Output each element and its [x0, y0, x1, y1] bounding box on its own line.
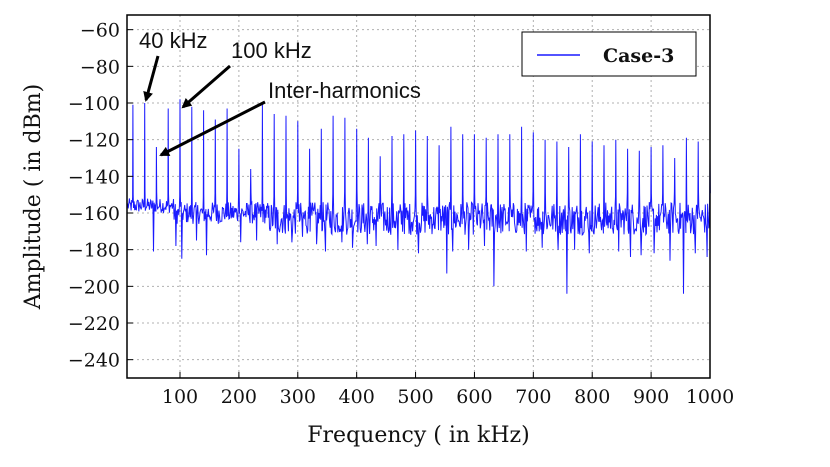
legend: Case-3	[521, 31, 697, 77]
legend-box	[521, 31, 697, 77]
y-tick-label: −220	[68, 313, 120, 335]
annotation-arrow	[181, 64, 231, 109]
annotation-arrow	[143, 55, 160, 102]
y-tick-label: −120	[68, 130, 120, 152]
y-tick-label: −180	[68, 240, 120, 262]
x-tick-label: 300	[280, 386, 316, 408]
y-tick-label: −160	[68, 203, 120, 225]
legend-label: Case-3	[603, 45, 674, 67]
x-tick-label: 400	[339, 386, 375, 408]
annotation-label: 100 kHz	[231, 38, 312, 63]
x-tick-label: 800	[574, 386, 610, 408]
x-tick-label: 900	[633, 386, 669, 408]
x-tick-label: 600	[456, 386, 492, 408]
series-layer	[127, 99, 711, 294]
annotation-layer: 40 kHz 100 kHz Inter-harmonics	[139, 28, 421, 157]
ticks-layer: 100 200 300 400 500 600 700 800 900 1000 −60 −80 −10…	[68, 20, 734, 408]
y-tick-label: −80	[80, 56, 120, 78]
y-tick-label: −100	[68, 93, 120, 115]
x-tick-label: 500	[397, 386, 433, 408]
y-tick-label: −140	[68, 166, 120, 188]
x-tick-label: 1000	[686, 386, 734, 408]
y-tick-label: −240	[68, 350, 120, 372]
annotation-arrow	[159, 100, 266, 157]
y-tick-label: −60	[80, 20, 120, 42]
x-tick-label: 100	[162, 386, 198, 408]
x-tick-label: 700	[515, 386, 551, 408]
plot-frame	[126, 14, 711, 379]
x-axis-title: Frequency ( in kHz)	[307, 423, 529, 448]
y-tick-label: −200	[68, 276, 120, 298]
y-axis-title: Amplitude ( in dBm)	[21, 84, 46, 310]
x-tick-label: 200	[221, 386, 257, 408]
annotation-label: 40 kHz	[139, 28, 207, 53]
series-line-case-3	[127, 99, 711, 294]
annotation-label: Inter-harmonics	[268, 78, 421, 103]
